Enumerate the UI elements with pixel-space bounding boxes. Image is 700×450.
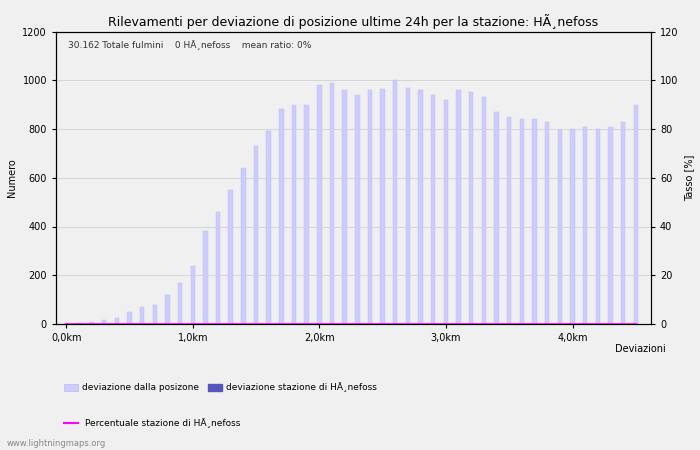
Bar	[545, 122, 550, 324]
Bar	[76, 323, 81, 324]
Bar	[532, 119, 537, 324]
Bar	[406, 88, 410, 324]
Bar	[596, 129, 600, 324]
Legend: Percentuale stazione di HÃ¸nefoss: Percentuale stazione di HÃ¸nefoss	[60, 415, 244, 432]
Bar	[494, 112, 499, 324]
Bar	[89, 322, 94, 324]
Bar	[558, 130, 562, 324]
Bar	[621, 122, 625, 324]
Text: 30.162 Totale fulmini    0 HÃ¸nefoss    mean ratio: 0%: 30.162 Totale fulmini 0 HÃ¸nefoss mean r…	[68, 40, 312, 50]
Bar	[330, 83, 334, 324]
Bar	[380, 89, 385, 324]
Bar	[203, 231, 208, 324]
Bar	[241, 168, 246, 324]
Bar	[292, 104, 296, 324]
Bar	[519, 119, 524, 324]
Title: Rilevamenti per deviazione di posizione ultime 24h per la stazione: HÃ¸nefoss: Rilevamenti per deviazione di posizione …	[108, 14, 598, 29]
Bar	[368, 90, 372, 324]
Bar	[393, 80, 398, 324]
Bar	[570, 129, 575, 324]
Text: www.lightningmaps.org: www.lightningmaps.org	[7, 439, 106, 448]
Bar	[127, 312, 132, 324]
Bar	[190, 266, 195, 324]
Bar	[456, 90, 461, 324]
Bar	[482, 97, 486, 324]
Bar	[228, 190, 233, 324]
Bar	[431, 95, 435, 324]
Bar	[317, 85, 321, 324]
Text: Deviazioni: Deviazioni	[615, 344, 666, 354]
Bar	[216, 212, 220, 324]
Bar	[444, 100, 448, 324]
Bar	[507, 117, 512, 324]
Y-axis label: Numero: Numero	[7, 158, 17, 197]
Bar	[140, 307, 144, 324]
Bar	[355, 95, 360, 324]
Bar	[267, 131, 271, 324]
Bar	[178, 283, 182, 324]
Bar	[102, 320, 106, 324]
Bar	[165, 295, 169, 324]
Bar	[153, 305, 157, 324]
Bar	[634, 104, 638, 324]
Bar	[583, 126, 587, 324]
Bar	[342, 90, 347, 324]
Bar	[469, 92, 473, 324]
Bar	[279, 109, 284, 324]
Legend: deviazione dalla posizone, deviazione stazione di HÃ¸nefoss: deviazione dalla posizone, deviazione st…	[60, 379, 381, 396]
Bar	[304, 104, 309, 324]
Bar	[115, 318, 119, 324]
Y-axis label: Tasso [%]: Tasso [%]	[684, 154, 694, 201]
Bar	[419, 90, 423, 324]
Bar	[254, 146, 258, 324]
Bar	[608, 126, 612, 324]
